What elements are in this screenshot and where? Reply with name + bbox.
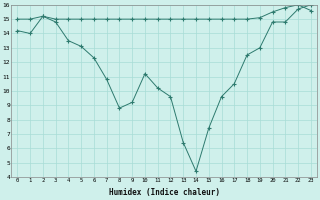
X-axis label: Humidex (Indice chaleur): Humidex (Indice chaleur)	[108, 188, 220, 197]
